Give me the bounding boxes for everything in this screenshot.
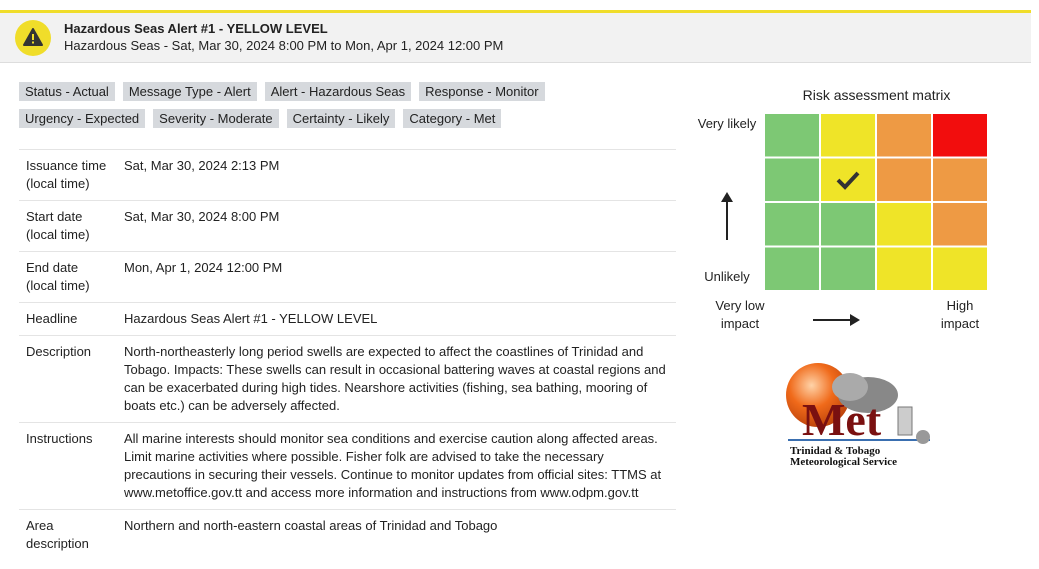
matrix-cell (821, 203, 875, 246)
matrix-cell (877, 114, 931, 157)
tag: Certainty - Likely (286, 109, 396, 128)
matrix-cell (877, 158, 931, 201)
details-table: Issuance time (local time) Sat, Mar 30, 2… (19, 149, 676, 560)
tag: Category - Met (403, 109, 502, 128)
matrix-cell (765, 203, 819, 246)
matrix-cell (765, 114, 819, 157)
matrix-cell (933, 203, 987, 246)
warning-glyph (23, 28, 43, 46)
matrix-cell (877, 203, 931, 246)
table-row: Headline Hazardous Seas Alert #1 - YELLOW… (19, 302, 676, 336)
alert-subtitle: Hazardous Seas - Sat, Mar 30, 2024 8:00 … (64, 38, 504, 53)
up-arrow-head (721, 192, 733, 202)
matrix-cell (765, 158, 819, 201)
matrix-cell (821, 114, 875, 157)
logo: Met Trinidad & Tobago Meteorological Ser… (786, 363, 930, 468)
logo-line1: Trinidad & Tobago (790, 445, 881, 457)
logo-sun (786, 363, 850, 427)
table-row: Start date (local time) Sat, Mar 30, 2024… (19, 200, 676, 252)
row-value: Northern and north-eastern coastal areas… (117, 509, 676, 560)
matrix-cell (933, 247, 987, 290)
row-value: Sat, Mar 30, 2024 2:13 PM (117, 149, 676, 201)
tag: Response - Monitor (419, 82, 545, 101)
logo-ball (916, 430, 930, 444)
tag: Urgency - Expected (19, 109, 146, 128)
logo-tower (897, 406, 913, 436)
right-arrow-head (850, 314, 860, 326)
matrix-cell (821, 247, 875, 290)
matrix-title: Risk assessment matrix (802, 87, 951, 103)
table-row: Instructions All marine interests should … (19, 422, 676, 510)
matrix-cell (933, 114, 987, 157)
unlikely-label: Unlikely (704, 269, 750, 284)
logo-line2: Meteorological Service (790, 456, 897, 468)
matrix-cell (821, 158, 875, 201)
row-value: All marine interests should monitor sea … (117, 422, 676, 510)
row-value: Sat, Mar 30, 2024 8:00 PM (117, 200, 676, 252)
matrix-cell (765, 247, 819, 290)
table-row: End date (local time) Mon, Apr 1, 2024 12… (19, 251, 676, 303)
table-row: Area description Northern and north-easte… (19, 509, 676, 560)
high-impact-label: High impact (940, 298, 980, 331)
row-value: North-northeasterly long period swells a… (117, 335, 676, 423)
matrix-cell (933, 158, 987, 201)
tag-row: Urgency - Expected Severity - Moderate Cer… (19, 109, 545, 128)
tag: Severity - Moderate (153, 109, 279, 128)
row-label: Headline (19, 302, 117, 336)
tag: Message Type - Alert (122, 82, 257, 101)
alert-icon (15, 20, 51, 56)
tag: Alert - Hazardous Seas (264, 82, 412, 101)
check-mark (836, 171, 860, 190)
row-value: Hazardous Seas Alert #1 - YELLOW LEVEL (117, 302, 676, 336)
tag-list: Status - Actual Message Type - Alert Alert… (19, 82, 545, 136)
risk-matrix (721, 114, 987, 326)
logo-cloud (832, 373, 868, 401)
tag-row: Status - Actual Message Type - Alert Alert… (19, 82, 545, 101)
row-label: Area description (19, 509, 117, 560)
low-impact-label: Very low impact (715, 298, 765, 331)
row-label: Issuance time (local time) (19, 149, 117, 201)
row-label: Start date (local time) (19, 200, 117, 252)
alert-header: Hazardous Seas Alert #1 - YELLOW LEVEL H… (0, 10, 1031, 63)
matrix-cell (877, 247, 931, 290)
table-row: Issuance time (local time) Sat, Mar 30, 2… (19, 149, 676, 201)
table-row: Description North-northeasterly long peri… (19, 335, 676, 423)
likely-label: Very likely (697, 116, 757, 131)
row-value: Mon, Apr 1, 2024 12:00 PM (117, 251, 676, 303)
tag: Status - Actual (19, 82, 115, 101)
row-label: Description (19, 335, 117, 423)
logo-mark: Met (802, 394, 882, 445)
alert-title: Hazardous Seas Alert #1 - YELLOW LEVEL (64, 21, 328, 36)
row-label: Instructions (19, 422, 117, 510)
row-label: End date (local time) (19, 251, 117, 303)
